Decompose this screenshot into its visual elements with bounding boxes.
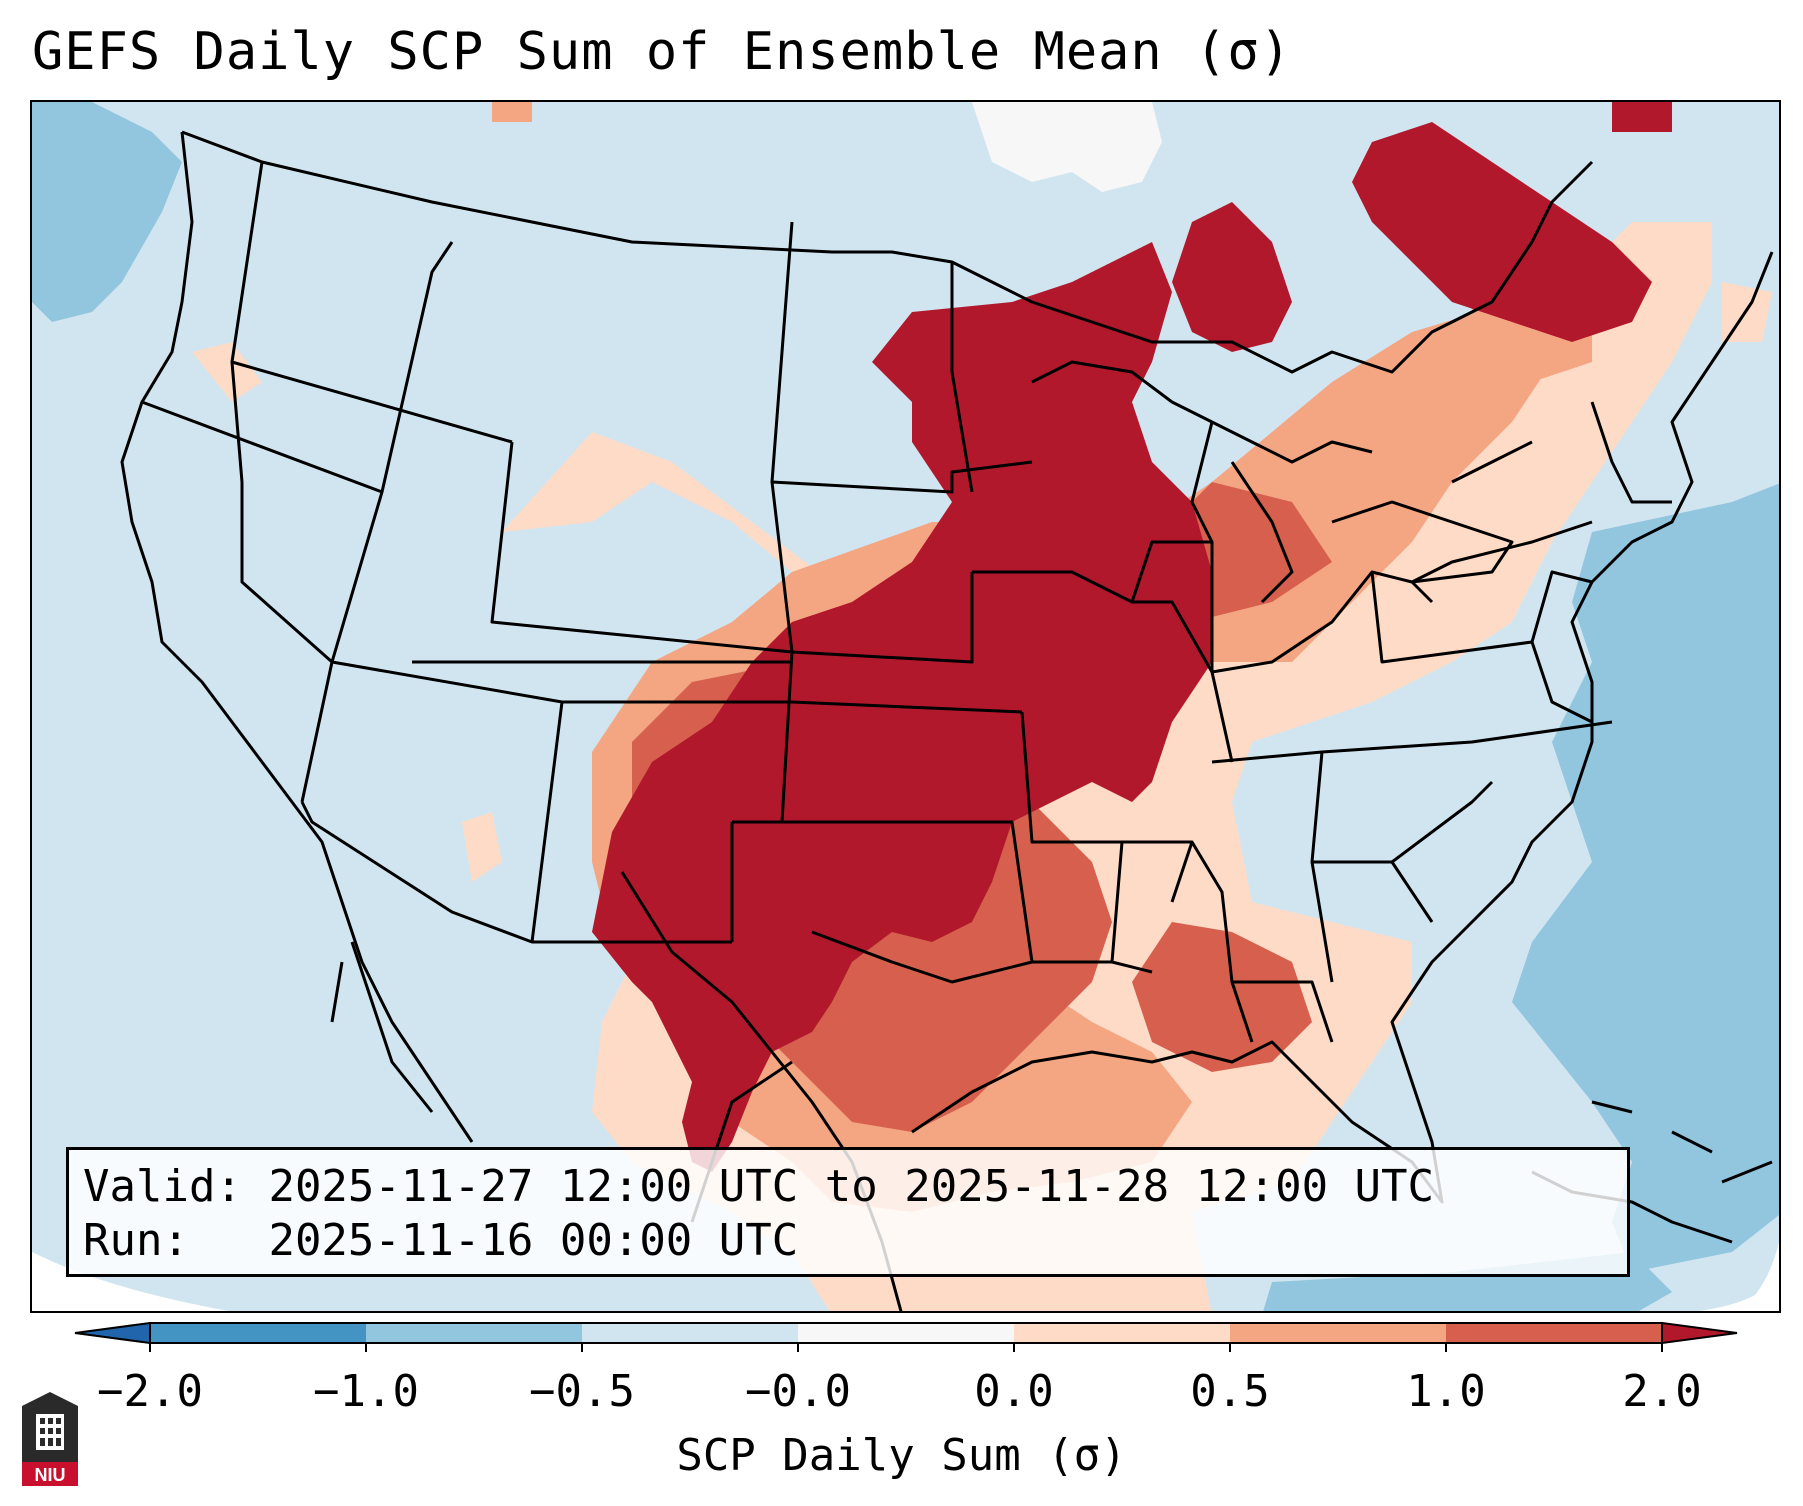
valid-line: Valid: 2025-11-27 12:00 UTC to 2025-11-2… xyxy=(83,1160,1613,1214)
colorbar-bin-2 xyxy=(366,1323,582,1343)
run-line: Run: 2025-11-16 00:00 UTC xyxy=(83,1214,1613,1268)
run-label: Run: xyxy=(83,1215,189,1266)
colorbar-tick-marks xyxy=(149,1343,1663,1352)
chart-title: GEFS Daily SCP Sum of Ensemble Mean (σ) xyxy=(32,22,1292,82)
great-lakes xyxy=(1031,360,1533,604)
us-canada-border xyxy=(181,130,1594,374)
state-lines-central xyxy=(950,262,1254,1043)
colorbar-tick-label: −2.0 xyxy=(97,1366,203,1417)
colorbar-tick-label: −0.5 xyxy=(529,1366,635,1417)
map-panel xyxy=(30,100,1781,1313)
run-value: 2025-11-16 00:00 UTC xyxy=(268,1215,799,1266)
colorbar-bin-6 xyxy=(1230,1323,1446,1343)
colorbar-bin-4 xyxy=(798,1323,1014,1343)
colorbar-tick-label: −1.0 xyxy=(313,1366,419,1417)
logo-text: NIU xyxy=(35,1465,66,1485)
colorbar-extend-low xyxy=(74,1321,151,1345)
niu-logo-icon: NIU xyxy=(22,1392,78,1486)
state-lines-west xyxy=(141,161,793,944)
cuba-caribbean xyxy=(1531,1100,1773,1244)
colorbar-bin-3 xyxy=(582,1323,798,1343)
colorbar-label: SCP Daily Sum (σ) xyxy=(676,1430,1127,1481)
colorbar-outline xyxy=(149,1322,1663,1344)
valid-run-info-box: Valid: 2025-11-27 12:00 UTC to 2025-11-2… xyxy=(66,1147,1630,1277)
west-coast xyxy=(120,131,474,1143)
valid-value: 2025-11-27 12:00 UTC to 2025-11-28 12:00… xyxy=(268,1161,1435,1212)
state-lines-plains xyxy=(732,221,1034,984)
colorbar-bin-7 xyxy=(1446,1323,1662,1343)
projection-outside-right xyxy=(1738,1241,1779,1311)
political-boundaries xyxy=(120,130,1774,1311)
colorbar-bin-1 xyxy=(150,1323,366,1343)
colorbar-tick-label: 0.5 xyxy=(1190,1366,1270,1417)
colorbar-tick-label: 2.0 xyxy=(1622,1366,1702,1417)
colorbar-tick-label: −0.0 xyxy=(745,1366,851,1417)
colorbar-tick-label: 1.0 xyxy=(1406,1366,1486,1417)
valid-label: Valid: xyxy=(83,1161,242,1212)
projection-outside xyxy=(32,1252,229,1311)
state-lines-east xyxy=(1211,401,1672,1043)
colorbar-extend-high xyxy=(1661,1321,1738,1345)
colorbar-tick-label: 0.0 xyxy=(974,1366,1054,1417)
anomaly-map xyxy=(32,102,1779,1311)
colorbar-bin-5 xyxy=(1014,1323,1230,1343)
